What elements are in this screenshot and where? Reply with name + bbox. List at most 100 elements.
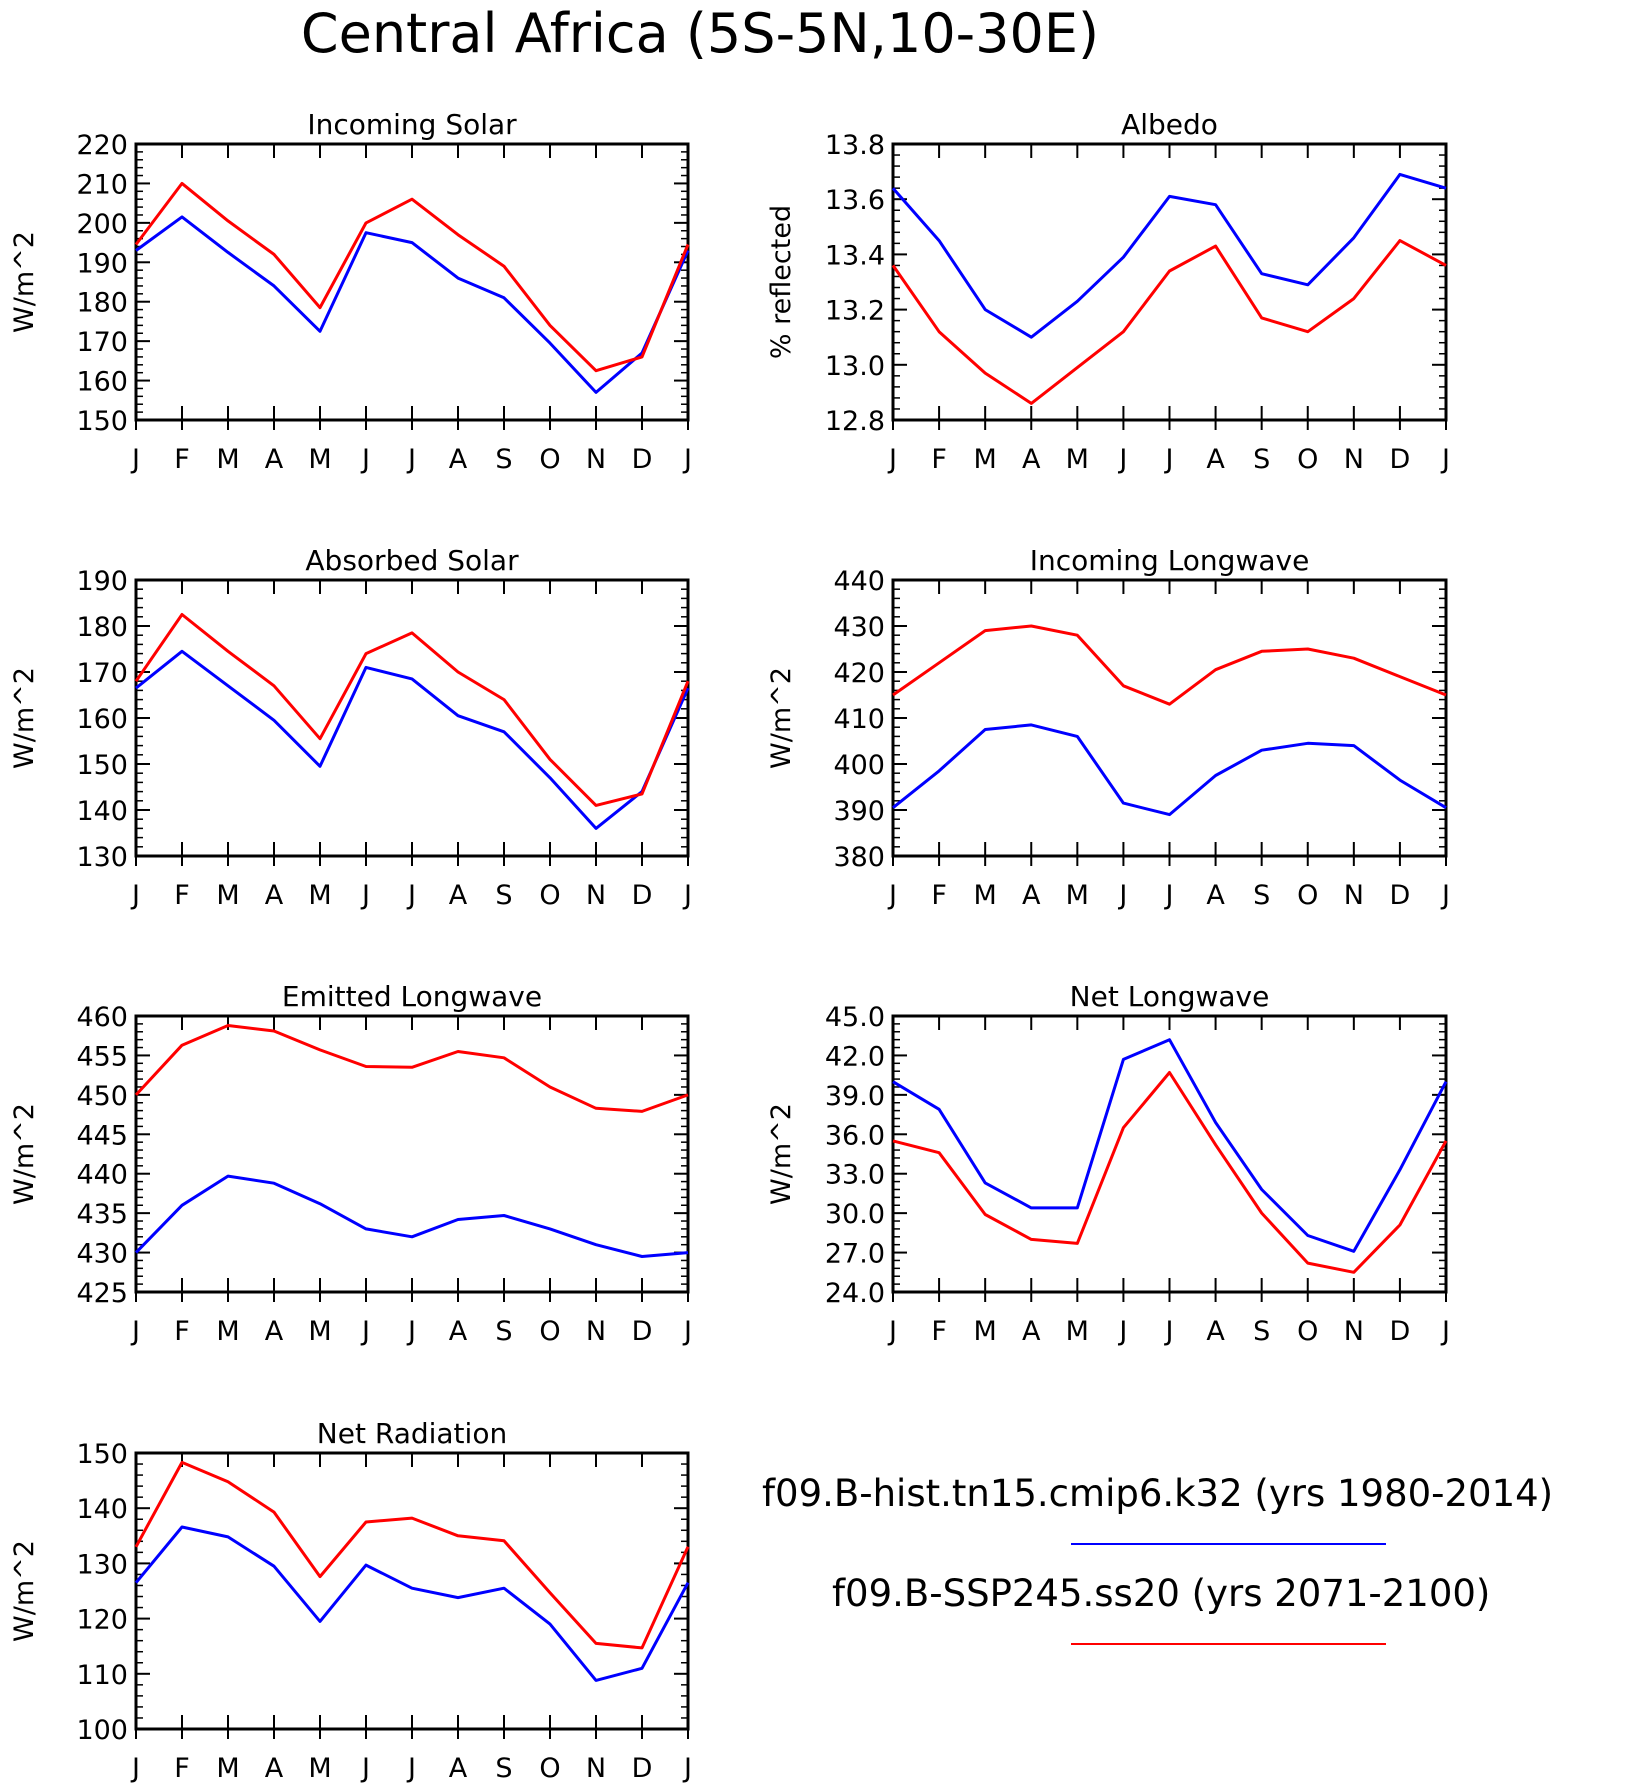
y-axis-label: W/m^2 [766,1103,797,1205]
series-line-ssp [134,1024,689,1113]
x-tick-label: D [632,1316,653,1347]
x-tick-label: J [1164,444,1174,475]
y-axis-label: W/m^2 [766,667,797,769]
x-tick-label: O [539,880,560,911]
x-tick-label: J [130,1316,140,1347]
series-line-ssp [891,239,1447,405]
panel-title: Net Radiation [317,1417,507,1450]
y-tick-label: 160 [76,367,128,398]
x-tick-label: O [1297,444,1318,475]
y-tick-label: 110 [76,1660,128,1691]
x-tick-label: A [449,880,468,911]
y-tick-label: 160 [76,704,128,735]
y-tick-label: 100 [76,1715,128,1746]
x-tick-label: A [265,444,284,475]
y-tick-label: 410 [833,704,885,735]
x-tick-label: D [632,444,653,475]
x-tick-label: J [1117,444,1127,475]
y-tick-label: 445 [76,1120,128,1151]
x-tick-label: M [308,1316,331,1347]
panels-group: Incoming Solar W/m^2 150 160 170 180 190 200 210… [9,108,1450,1783]
y-axis-label: W/m^2 [9,667,40,769]
panel-title: Albedo [1121,108,1218,141]
y-tick-label: 455 [76,1041,128,1072]
y-tick-label: 13.4 [825,240,885,271]
y-tick-label: 220 [76,130,128,161]
series-line-ssp [134,181,690,373]
x-tick-label: O [539,1316,560,1347]
x-tick-label: A [1022,444,1041,475]
x-tick-label: O [1297,1316,1318,1347]
x-tick-label: J [682,1753,692,1783]
x-tick-label: A [1206,444,1225,475]
x-tick-label: N [1344,444,1364,475]
y-axis-label: % reflected [766,205,797,359]
x-tick-label: M [308,880,331,911]
y-tick-label: 440 [76,1160,128,1191]
x-tick-label: M [216,880,239,911]
x-tick-label: J [130,1753,140,1783]
x-tick-label: J [130,444,140,475]
x-tick-label: J [887,1316,897,1347]
x-tick-label: M [1066,880,1089,911]
plot-frame [134,1014,690,1294]
x-tick-label: F [931,1316,947,1347]
y-tick-label: 13.8 [825,130,885,161]
series-line-hist [135,215,690,394]
x-tick-label: O [539,444,560,475]
series-line-hist [134,1174,689,1258]
x-tick-label: A [265,1316,284,1347]
y-tick-label: 200 [76,209,128,240]
chart-panel-2: Albedo % reflected 12.8 13.0 13.2 13.4 13.6 13.… [766,108,1450,475]
series-line-ssp [134,613,690,807]
y-tick-label: 460 [76,1002,128,1033]
y-tick-label: 170 [76,327,128,358]
x-tick-label: S [495,1753,512,1783]
plot-frame [134,578,690,858]
x-tick-label: A [265,1753,284,1783]
x-tick-label: N [586,880,606,911]
x-tick-label: D [1390,444,1411,475]
y-tick-label: 380 [833,842,885,873]
x-tick-label: F [174,1753,190,1783]
y-tick-label: 130 [76,842,128,873]
plot-frame [134,1451,690,1731]
x-tick-label: J [406,1753,416,1783]
series-line-hist [134,1525,690,1682]
legend-label-hist: f09.B-hist.tn15.cmip6.k32 (yrs 1980-2014… [762,1472,1553,1515]
x-tick-label: J [682,1316,692,1347]
y-tick-label: 130 [76,1549,128,1580]
x-tick-label: O [539,1753,560,1783]
x-tick-label: J [1440,1316,1450,1347]
x-tick-label: F [174,444,190,475]
x-tick-label: M [216,1316,239,1347]
x-tick-label: M [974,880,997,911]
x-tick-label: J [682,444,692,475]
x-tick-label: D [1390,1316,1411,1347]
series-line-hist [135,649,690,830]
y-tick-label: 39.0 [825,1081,885,1112]
x-tick-label: F [931,444,947,475]
x-tick-label: N [586,1753,606,1783]
y-axis-label: W/m^2 [9,1540,40,1642]
y-tick-label: 45.0 [825,1002,885,1033]
y-tick-label: 12.8 [825,406,885,437]
x-tick-label: J [406,444,416,475]
y-tick-label: 30.0 [825,1199,885,1230]
x-tick-label: J [887,444,897,475]
x-tick-label: A [1206,1316,1225,1347]
x-tick-label: J [1117,1316,1127,1347]
y-tick-label: 13.6 [825,185,885,216]
x-tick-label: J [1164,1316,1174,1347]
x-tick-label: D [632,880,653,911]
x-tick-label: F [174,880,190,911]
panel-title: Incoming Solar [307,108,517,141]
x-tick-label: N [586,444,606,475]
chart-panel-6: Net Longwave W/m^2 24.0 27.0 30.0 33.0 36.0 39.… [766,980,1450,1347]
x-tick-label: M [216,1753,239,1783]
x-tick-label: M [974,1316,997,1347]
y-tick-label: 430 [833,612,885,643]
x-tick-label: J [360,444,370,475]
y-tick-label: 435 [76,1199,128,1230]
y-tick-label: 13.2 [825,296,885,327]
